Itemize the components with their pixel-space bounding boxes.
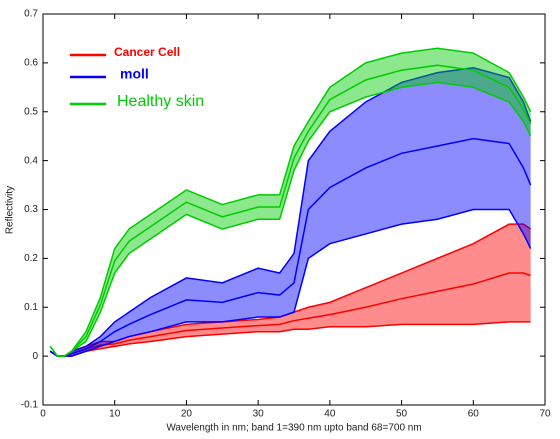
x-axis-label: Wavelength in nm; band 1=390 nm upto ban… (166, 423, 421, 434)
x-tick-label: 70 (539, 409, 551, 420)
y-tick-label: 0.6 (24, 58, 38, 69)
series-line (49, 81, 532, 357)
x-tick-label: 0 (40, 409, 46, 420)
y-axis-label: Reflectivity (5, 186, 16, 234)
series-band (50, 67, 531, 357)
series-line (49, 64, 532, 357)
y-tick-label: 0.7 (24, 9, 38, 20)
legend-label: Healthy skin (117, 93, 204, 110)
x-tick-label: 10 (109, 409, 121, 420)
y-tick-label: 0.4 (24, 155, 38, 166)
y-tick-label: 0.2 (24, 253, 38, 264)
x-tick-label: 40 (324, 409, 336, 420)
legend-label: Cancer Cell (114, 45, 180, 59)
series-line (49, 137, 532, 357)
series-line (49, 66, 532, 357)
x-tick-label: 20 (181, 409, 193, 420)
series-band (50, 48, 531, 357)
x-tick-label: 50 (396, 409, 408, 420)
y-tick-label: 0.3 (24, 204, 38, 215)
x-tick-label: 30 (253, 409, 265, 420)
legend-label: moll (120, 66, 149, 82)
y-tick-label: 0.1 (24, 302, 38, 313)
series-band (50, 224, 531, 357)
series-line (49, 47, 532, 357)
y-tick-label: -0.1 (21, 400, 39, 411)
y-tick-label: 0 (32, 351, 38, 362)
series-line (49, 208, 532, 357)
y-tick-label: 0.5 (24, 106, 38, 117)
x-tick-label: 60 (468, 409, 480, 420)
plot-frame (42, 13, 546, 406)
